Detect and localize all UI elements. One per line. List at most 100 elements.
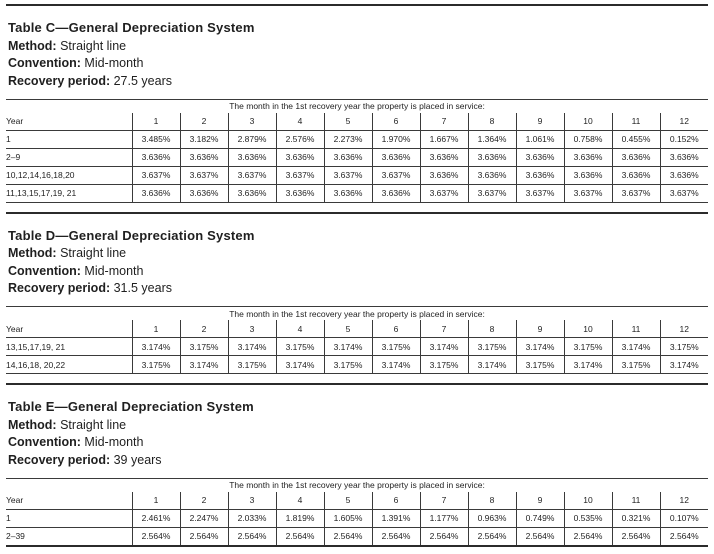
month-column-header: 12 xyxy=(659,112,709,131)
table-row: 2–39 2.564% 2.564% 2.564% 2.564% 2.564% 2.564%… xyxy=(6,527,709,547)
month-column-header: 7 xyxy=(419,491,468,510)
month-column-header: 9 xyxy=(515,320,564,338)
rate-cell: 3.637% xyxy=(467,184,516,203)
rate-cell: 3.174% xyxy=(419,337,468,356)
month-column-header: 9 xyxy=(515,491,564,510)
rate-cell: 0.321% xyxy=(611,509,660,528)
year-column-header: Year xyxy=(6,320,132,338)
month-column-header: 10 xyxy=(563,320,612,338)
rate-cell: 2.461% xyxy=(131,509,180,528)
rate-cell: 2.576% xyxy=(275,130,324,149)
rate-cell: 3.175% xyxy=(419,355,468,374)
rate-cell: 3.175% xyxy=(131,355,180,374)
rate-cell: 3.636% xyxy=(611,166,660,185)
month-column-header: 11 xyxy=(611,491,660,510)
method-label: Method: xyxy=(8,246,57,260)
rate-cell: 3.636% xyxy=(467,148,516,167)
recovery-period-label: Recovery period: xyxy=(8,281,111,295)
rate-cell: 2.564% xyxy=(515,527,564,547)
rate-cell: 3.637% xyxy=(227,166,276,185)
table-row: 14,16,18, 20,22 3.175% 3.174% 3.175% 3.174% 3… xyxy=(6,355,709,374)
month-column-header: 7 xyxy=(419,320,468,338)
rate-cell: 3.636% xyxy=(227,148,276,167)
rate-cell: 2.564% xyxy=(227,527,276,547)
convention-label: Convention: xyxy=(8,56,81,70)
rate-cell: 3.636% xyxy=(659,148,709,167)
rate-cell: 3.636% xyxy=(275,148,324,167)
month-column-header: 8 xyxy=(467,320,516,338)
rate-cell: 3.485% xyxy=(131,130,180,149)
recovery-period-value: 31.5 years xyxy=(113,281,172,295)
rate-cell: 3.637% xyxy=(563,184,612,203)
rate-cell: 0.107% xyxy=(659,509,709,528)
rate-cell: 2.564% xyxy=(563,527,612,547)
rate-cell: 3.637% xyxy=(371,166,420,185)
rate-cell: 3.174% xyxy=(275,355,324,374)
rate-cell: 2.247% xyxy=(179,509,228,528)
rate-cell: 3.174% xyxy=(323,337,372,356)
rate-cell: 3.636% xyxy=(419,148,468,167)
rate-cell: 3.636% xyxy=(275,184,324,203)
month-column-header: 9 xyxy=(515,112,564,131)
depreciation-table-c: The month in the 1st recovery year the p… xyxy=(6,98,709,203)
rate-cell: 3.637% xyxy=(611,184,660,203)
rate-cell: 1.819% xyxy=(275,509,324,528)
rate-cell: 2.033% xyxy=(227,509,276,528)
rate-cell: 3.636% xyxy=(515,166,564,185)
month-column-header: 10 xyxy=(563,112,612,131)
depreciation-table-d: The month in the 1st recovery year the p… xyxy=(6,306,709,374)
rate-cell: 0.455% xyxy=(611,130,660,149)
rate-cell: 3.636% xyxy=(563,166,612,185)
year-row-label: 10,12,14,16,18,20 xyxy=(6,166,132,185)
rate-cell: 3.182% xyxy=(179,130,228,149)
rate-cell: 3.175% xyxy=(611,355,660,374)
rate-cell: 3.175% xyxy=(323,355,372,374)
rate-cell: 1.391% xyxy=(371,509,420,528)
section-table-c-header: Table C—General Depreciation System Meth… xyxy=(8,21,706,88)
convention-line: Convention: Mid-month xyxy=(8,57,706,70)
rate-cell: 3.637% xyxy=(275,166,324,185)
rate-cell: 3.636% xyxy=(323,148,372,167)
rate-cell: 3.174% xyxy=(659,355,709,374)
rate-cell: 3.175% xyxy=(467,337,516,356)
rate-cell: 3.174% xyxy=(179,355,228,374)
convention-label: Convention: xyxy=(8,263,81,278)
rate-cell: 3.636% xyxy=(419,166,468,185)
convention-value: Mid-month xyxy=(84,56,144,70)
rate-cell: 3.174% xyxy=(227,337,276,356)
month-column-header: 2 xyxy=(179,320,228,338)
rate-cell: 3.174% xyxy=(563,355,612,374)
method-line: Method: Straight line xyxy=(8,417,706,432)
convention-value: Mid-month xyxy=(84,435,144,449)
month-column-header: 11 xyxy=(611,112,660,131)
method-value: Straight line xyxy=(60,246,127,260)
year-row-label: 1 xyxy=(6,509,132,528)
recovery-period-value: 27.5 years xyxy=(113,73,172,88)
recovery-period-line: Recovery period: 27.5 years xyxy=(8,73,706,88)
rate-cell: 3.174% xyxy=(611,337,660,356)
month-column-header: 4 xyxy=(275,320,324,338)
rate-cell: 3.175% xyxy=(179,337,228,356)
depreciation-table-e: The month in the 1st recovery year the p… xyxy=(6,477,709,547)
rate-cell: 2.564% xyxy=(131,527,180,547)
method-line: Method: Straight line xyxy=(8,247,706,260)
month-column-header: 12 xyxy=(659,320,709,338)
table-row: 2–9 3.636% 3.636% 3.636% 3.636% 3.636% 3.636% 3… xyxy=(6,148,709,167)
rate-cell: 3.637% xyxy=(179,166,228,185)
method-label: Method: xyxy=(8,417,57,432)
rate-cell: 2.564% xyxy=(323,527,372,547)
month-column-header: 10 xyxy=(563,491,612,510)
section-divider xyxy=(6,211,708,214)
rate-cell: 1.364% xyxy=(467,130,516,149)
table-span-header: The month in the 1st recovery year the p… xyxy=(6,477,709,492)
rate-cell: 3.174% xyxy=(467,355,516,374)
rate-cell: 2.564% xyxy=(419,527,468,547)
rate-cell: 3.175% xyxy=(659,337,709,356)
method-line: Method: Straight line xyxy=(8,39,706,53)
rate-cell: 1.667% xyxy=(419,130,468,149)
table-row: 1 2.461% 2.247% 2.033% 1.819% 1.605% 1.391% 1.1… xyxy=(6,509,709,528)
convention-line: Convention: Mid-month xyxy=(8,263,706,278)
month-column-header: 8 xyxy=(467,491,516,510)
month-column-header: 6 xyxy=(371,320,420,338)
rate-cell: 0.963% xyxy=(467,509,516,528)
